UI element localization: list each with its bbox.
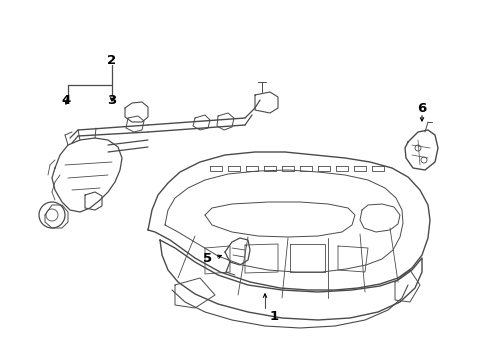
Text: 2: 2 — [107, 54, 117, 67]
Text: 6: 6 — [417, 102, 427, 114]
Text: 3: 3 — [107, 94, 117, 107]
Text: 5: 5 — [203, 252, 212, 265]
Text: 4: 4 — [61, 94, 71, 107]
Text: 1: 1 — [270, 310, 279, 323]
